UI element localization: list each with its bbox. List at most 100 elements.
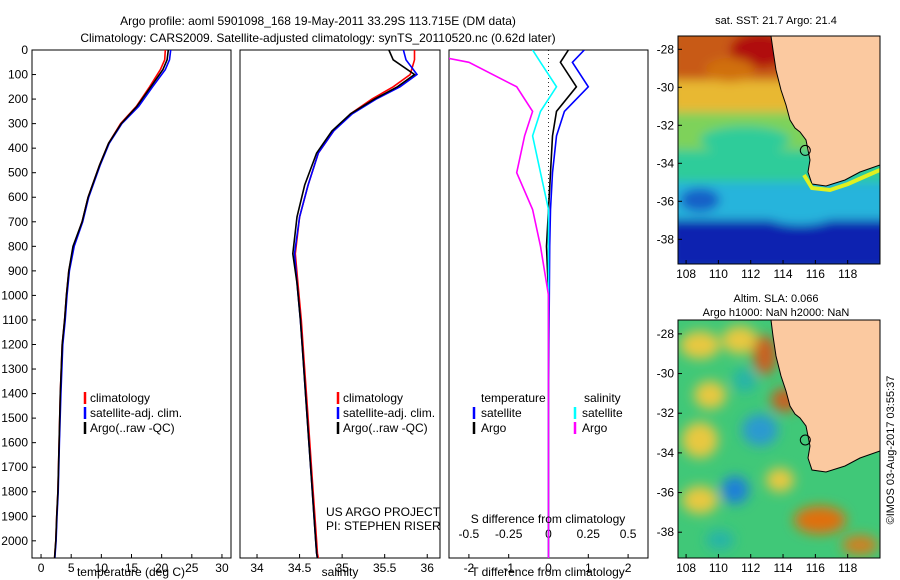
salinity-legend: climatology satellite-adj. clim. Argo(..… xyxy=(336,391,435,435)
temperature-axis-ticks: 0 5 10 15 20 25 30 xyxy=(38,554,229,575)
y-tick-label: 700 xyxy=(8,215,28,229)
y-tick-label: 200 xyxy=(8,92,28,106)
legend-argo-label: Argo(..raw -QC) xyxy=(343,421,428,435)
y-tick-label: 1200 xyxy=(1,337,28,351)
sla-map-title-line1: Altim. SLA: 0.066 xyxy=(734,293,819,305)
sst-map-ticks: 108 110 112 114 116 118 -28 -30 -32 -34 -36 -38 xyxy=(657,42,858,281)
legend-s-satellite-label: satellite xyxy=(582,406,623,420)
map-x-tick-label: 116 xyxy=(806,267,825,281)
sla-map-image xyxy=(678,320,880,558)
pi-annotation: PI: STEPHEN RISER xyxy=(326,519,441,533)
t-difference-xlabel: T difference from climatology xyxy=(471,565,625,579)
map-y-tick-label: -38 xyxy=(657,232,675,246)
y-tick-label: 1600 xyxy=(1,436,28,450)
x-tick-label: 10 xyxy=(95,561,109,575)
salinity-axes-frame xyxy=(239,49,441,559)
map-x-tick-label: 110 xyxy=(709,267,728,281)
y-tick-label: 2000 xyxy=(1,534,28,548)
sst-map-panel: sat. SST: 21.7 Argo: 21.4 108 110 112 114 1 xyxy=(657,15,881,281)
x-tick-label: -1 xyxy=(503,561,514,575)
map-x-tick-label: 118 xyxy=(838,267,857,281)
y-tick-label: 900 xyxy=(8,264,28,278)
sla-map-ticks: 108 110 112 114 116 118 -28 -30 -32 -34 -36 -38 xyxy=(657,327,858,575)
map-x-tick-label: 112 xyxy=(741,267,760,281)
series-line-argo xyxy=(53,50,170,558)
sst-land xyxy=(770,36,880,187)
x-tick-label: 34 xyxy=(250,561,264,575)
legend-t-satellite-label: satellite xyxy=(481,406,522,420)
map-x-tick-label: 114 xyxy=(773,267,792,281)
figure-title-line2: Climatology: CARS2009. Satellite-adjuste… xyxy=(80,31,555,45)
x-tick-label: 36 xyxy=(421,561,435,575)
temperature-lines xyxy=(53,50,172,558)
difference-lines xyxy=(449,50,590,558)
map-x-tick-label: 112 xyxy=(741,561,760,575)
sst-map-frame xyxy=(677,35,881,265)
legend-satellite-label: satellite-adj. clim. xyxy=(90,406,182,420)
y-tick-label: 100 xyxy=(8,68,28,82)
x-tick-label: 25 xyxy=(185,561,199,575)
y-tick-label: 1700 xyxy=(1,460,28,474)
series-line-argo xyxy=(291,50,416,558)
temperature-legend: climatology satellite-adj. clim. Argo(..… xyxy=(83,391,182,435)
map-y-tick-label: -38 xyxy=(657,525,675,539)
legend-argo-label: Argo(..raw -QC) xyxy=(90,421,175,435)
series-line-s_argo xyxy=(449,57,550,558)
legend-climatology-label: climatology xyxy=(90,391,150,405)
s-difference-axis-ticks: -0.5 -0.25 0 0.25 0.5 xyxy=(459,527,637,541)
y-tick-label: 1800 xyxy=(1,485,28,499)
x2-tick-label: -0.25 xyxy=(495,527,523,541)
x-tick-label: 1 xyxy=(585,561,592,575)
x-tick-label: 15 xyxy=(125,561,139,575)
x-tick-label: 5 xyxy=(68,561,75,575)
x-tick-label: 30 xyxy=(215,561,229,575)
map-x-tick-label: 114 xyxy=(773,561,792,575)
y-tick-label: 1500 xyxy=(1,411,28,425)
sst-map-title: sat. SST: 21.7 Argo: 21.4 xyxy=(715,15,837,27)
map-y-tick-label: -32 xyxy=(657,118,675,132)
map-y-tick-label: -36 xyxy=(657,486,675,500)
legend-salinity-heading: salinity xyxy=(584,391,621,405)
map-y-tick-label: -34 xyxy=(657,446,675,460)
figure-title-line1: Argo profile: aoml 5901098_168 19-May-20… xyxy=(120,14,516,28)
x2-tick-label: -0.5 xyxy=(459,527,480,541)
map-y-tick-label: -32 xyxy=(657,406,675,420)
credit-text: ©IMOS 03-Aug-2017 03:55:37 xyxy=(885,376,897,525)
y-tick-label: 1400 xyxy=(1,387,28,401)
map-y-tick-label: -30 xyxy=(657,367,675,381)
legend-t-argo-label: Argo xyxy=(481,421,507,435)
sla-map-frame xyxy=(677,319,881,559)
y-tick-label: 1000 xyxy=(1,288,28,302)
y-tick-label: 400 xyxy=(8,141,28,155)
temperature-xlabel: temperature (deg C) xyxy=(77,565,185,579)
difference-panel: -2 -1 0 1 2 -0.5 -0.25 0 0.25 0.5 S difference f… xyxy=(448,49,649,579)
sst-map-image xyxy=(678,36,880,264)
y-tick-label: 0 xyxy=(21,43,28,57)
y-tick-label: 500 xyxy=(8,166,28,180)
y-tick-label: 300 xyxy=(8,117,28,131)
y-tick-label: 600 xyxy=(8,190,28,204)
map-y-tick-label: -34 xyxy=(657,156,675,170)
y-tick-label: 1100 xyxy=(2,313,28,327)
map-y-tick-label: -36 xyxy=(657,194,675,208)
x2-tick-label: 0.25 xyxy=(577,527,601,541)
y-tick-label: 1900 xyxy=(1,509,28,523)
sla-map-title-line2: Argo h1000: NaN h2000: NaN xyxy=(703,307,850,319)
map-y-tick-label: -30 xyxy=(657,80,675,94)
salinity-xlabel: salinity xyxy=(322,565,359,579)
salinity-lines xyxy=(291,50,419,558)
x-tick-label: 35.5 xyxy=(373,561,397,575)
map-y-tick-label: -28 xyxy=(657,42,675,56)
legend-s-argo-label: Argo xyxy=(582,421,608,435)
argo-float-marker xyxy=(799,434,811,446)
temperature-axes-frame xyxy=(31,49,232,559)
salinity-panel: 34 34.5 35 35.5 36 salinity climatology sate… xyxy=(239,49,441,579)
map-x-tick-label: 110 xyxy=(709,561,728,575)
legend-temperature-heading: temperature xyxy=(481,391,546,405)
legend-climatology-label: climatology xyxy=(343,391,403,405)
project-annotation: US ARGO PROJECT xyxy=(326,505,441,519)
map-y-tick-label: -28 xyxy=(657,327,675,341)
x-tick-label: 35 xyxy=(335,561,349,575)
x-tick-label: 20 xyxy=(155,561,169,575)
